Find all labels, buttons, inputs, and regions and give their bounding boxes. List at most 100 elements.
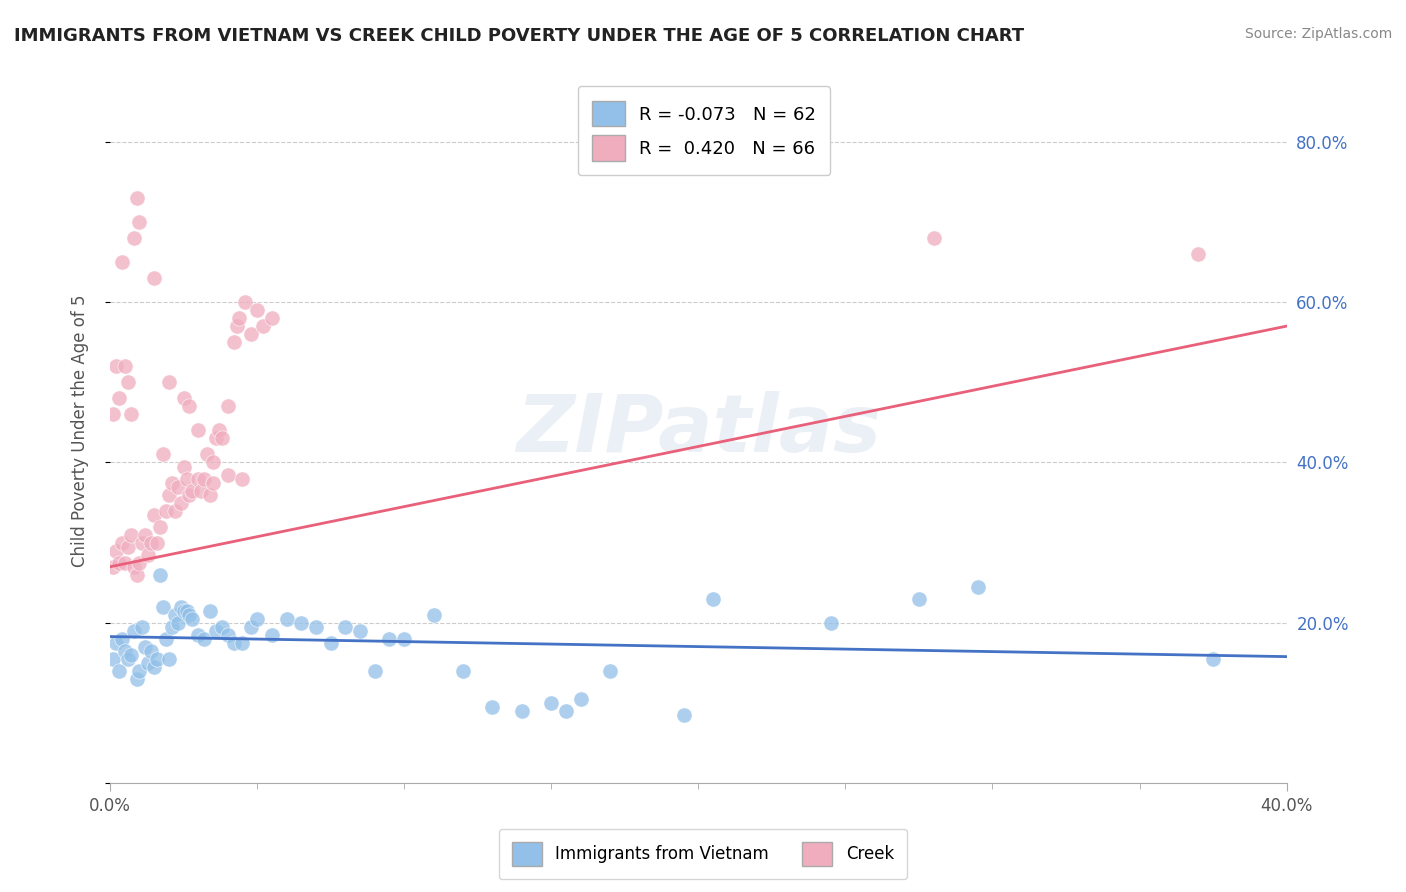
Point bbox=[101, 559, 124, 574]
Point bbox=[125, 567, 148, 582]
Point bbox=[166, 615, 188, 630]
Point bbox=[128, 664, 150, 678]
Point bbox=[163, 503, 186, 517]
Point bbox=[481, 700, 503, 714]
Point bbox=[179, 487, 201, 501]
Y-axis label: Child Poverty Under the Age of 5: Child Poverty Under the Age of 5 bbox=[72, 294, 89, 566]
Point bbox=[364, 664, 387, 678]
Point bbox=[451, 664, 474, 678]
Point bbox=[187, 628, 209, 642]
Point bbox=[319, 636, 342, 650]
Point bbox=[510, 704, 533, 718]
Point bbox=[1202, 652, 1225, 666]
Point bbox=[134, 640, 156, 654]
Point bbox=[908, 591, 931, 606]
Point bbox=[169, 495, 191, 509]
Point bbox=[160, 620, 183, 634]
Point bbox=[193, 471, 215, 485]
Point bbox=[211, 432, 233, 446]
Point bbox=[149, 567, 172, 582]
Point bbox=[104, 359, 127, 374]
Legend: R = -0.073   N = 62, R =  0.420   N = 66: R = -0.073 N = 62, R = 0.420 N = 66 bbox=[578, 87, 831, 176]
Point bbox=[246, 612, 269, 626]
Point bbox=[169, 599, 191, 614]
Point bbox=[125, 191, 148, 205]
Point bbox=[141, 535, 163, 549]
Point bbox=[260, 628, 283, 642]
Point bbox=[136, 656, 159, 670]
Point bbox=[202, 475, 225, 490]
Point bbox=[231, 636, 253, 650]
Point bbox=[422, 607, 444, 622]
Text: Source: ZipAtlas.com: Source: ZipAtlas.com bbox=[1244, 27, 1392, 41]
Point bbox=[152, 447, 174, 461]
Point bbox=[240, 620, 263, 634]
Point bbox=[335, 620, 357, 634]
Point bbox=[163, 607, 186, 622]
Point bbox=[149, 519, 172, 533]
Point bbox=[555, 704, 578, 718]
Point bbox=[128, 556, 150, 570]
Point bbox=[111, 535, 134, 549]
Point bbox=[101, 652, 124, 666]
Point bbox=[211, 620, 233, 634]
Point bbox=[173, 392, 195, 406]
Point bbox=[176, 471, 198, 485]
Point bbox=[222, 636, 245, 650]
Point bbox=[114, 644, 136, 658]
Point bbox=[195, 447, 218, 461]
Point bbox=[114, 359, 136, 374]
Point bbox=[131, 535, 153, 549]
Point bbox=[117, 376, 139, 390]
Point bbox=[111, 255, 134, 269]
Point bbox=[117, 540, 139, 554]
Point bbox=[198, 487, 221, 501]
Point bbox=[114, 556, 136, 570]
Point bbox=[157, 376, 180, 390]
Point bbox=[160, 475, 183, 490]
Point bbox=[378, 632, 401, 646]
Point bbox=[122, 559, 145, 574]
Point bbox=[208, 424, 231, 438]
Point bbox=[222, 335, 245, 350]
Point bbox=[155, 503, 177, 517]
Point bbox=[181, 612, 204, 626]
Point bbox=[392, 632, 415, 646]
Point bbox=[599, 664, 621, 678]
Text: ZIPatlas: ZIPatlas bbox=[516, 392, 880, 469]
Point bbox=[176, 604, 198, 618]
Point bbox=[702, 591, 724, 606]
Point bbox=[157, 652, 180, 666]
Point bbox=[205, 624, 228, 638]
Point bbox=[228, 311, 250, 326]
Point bbox=[134, 527, 156, 541]
Point bbox=[187, 424, 209, 438]
Point bbox=[131, 620, 153, 634]
Point bbox=[101, 408, 124, 422]
Point bbox=[143, 508, 166, 522]
Point bbox=[187, 471, 209, 485]
Point bbox=[231, 471, 253, 485]
Point bbox=[120, 527, 142, 541]
Point bbox=[143, 271, 166, 285]
Point bbox=[122, 231, 145, 245]
Point bbox=[235, 295, 257, 310]
Point bbox=[104, 543, 127, 558]
Point bbox=[966, 580, 988, 594]
Point bbox=[193, 632, 215, 646]
Text: IMMIGRANTS FROM VIETNAM VS CREEK CHILD POVERTY UNDER THE AGE OF 5 CORRELATION CH: IMMIGRANTS FROM VIETNAM VS CREEK CHILD P… bbox=[14, 27, 1024, 45]
Point bbox=[252, 319, 274, 334]
Point bbox=[120, 648, 142, 662]
Point bbox=[155, 632, 177, 646]
Point bbox=[111, 632, 134, 646]
Point bbox=[173, 459, 195, 474]
Point bbox=[146, 535, 169, 549]
Point bbox=[290, 615, 312, 630]
Point bbox=[246, 303, 269, 318]
Point bbox=[181, 483, 204, 498]
Point bbox=[260, 311, 283, 326]
Point bbox=[349, 624, 371, 638]
Point bbox=[125, 672, 148, 686]
Point bbox=[146, 652, 169, 666]
Point bbox=[122, 624, 145, 638]
